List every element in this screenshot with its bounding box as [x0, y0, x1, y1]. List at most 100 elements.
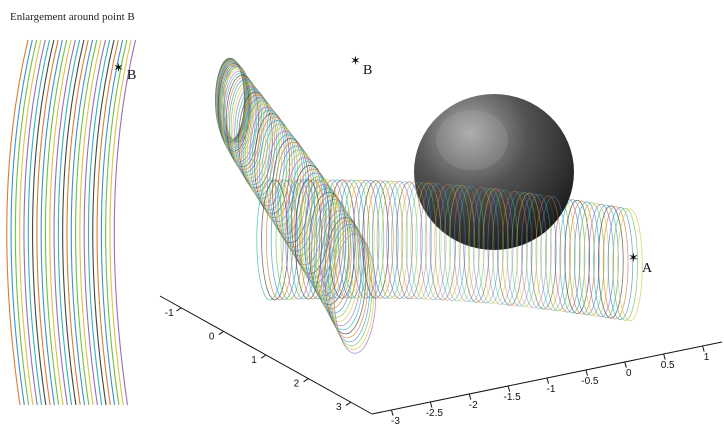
- left-axis-tick-mark: [176, 307, 182, 312]
- tube-ring: [347, 179, 375, 299]
- inset-curve: [44, 39, 68, 406]
- inset-curve: [70, 39, 94, 406]
- axes: -1 0 1 2 3 -3 -2.5 -2 -1.5 -1 -0.5 0 0.5 1: [159, 295, 723, 425]
- inset-curve: [96, 39, 119, 406]
- tube-ring: [496, 190, 523, 306]
- left-axis-tick-label: -1: [165, 308, 174, 319]
- tube-ring: [294, 179, 322, 300]
- tube-ring: [434, 183, 461, 301]
- inset-curve: [53, 39, 76, 406]
- inset-curve: [92, 39, 115, 406]
- left-axis-tick-mark: [303, 378, 309, 383]
- right-axis-ticks: -3 -2.5 -2 -1.5 -1 -0.5 0 0.5 1: [390, 345, 710, 425]
- tube-ring: [535, 195, 562, 311]
- left-axis-tick-mark: [218, 330, 224, 336]
- inset-curve: [87, 39, 111, 406]
- tube-ring: [429, 183, 457, 301]
- tube-ring: [602, 206, 629, 320]
- right-axis-tick-label: -0.5: [581, 376, 599, 387]
- tube-ring: [472, 187, 500, 304]
- right-axis-tick-mark: [468, 393, 472, 400]
- tube-ring: [578, 202, 605, 316]
- right-axis-tick-label: -1: [547, 384, 556, 395]
- tube-ring: [468, 186, 495, 304]
- inset-curve: [75, 39, 98, 406]
- tube-ring: [564, 199, 590, 314]
- left-axis-tick-label: 2: [294, 379, 300, 390]
- tube-ring: [458, 185, 485, 303]
- tube-ring: [256, 179, 284, 301]
- left-axis-tick-label: 1: [251, 355, 257, 366]
- tube-ring: [395, 181, 423, 300]
- inset-curve: [66, 39, 89, 406]
- inset-curve: [27, 39, 51, 406]
- tube-ring: [275, 179, 303, 300]
- right-axis-tick-mark: [585, 369, 588, 376]
- left-axis-tick-label: 0: [209, 331, 215, 342]
- tube-ring: [448, 185, 476, 302]
- inset-curve: [32, 39, 55, 406]
- tube-ring: [265, 179, 294, 301]
- tube-front-surface: [391, 181, 567, 311]
- tube-ring: [216, 60, 247, 147]
- tube-ring: [410, 182, 437, 300]
- inset-curve: [109, 39, 132, 406]
- tube-ring: [338, 179, 366, 299]
- tube-ring: [424, 183, 452, 301]
- tube-ring: [593, 204, 619, 318]
- inset-curve: [23, 39, 46, 406]
- tube-ring: [322, 213, 364, 331]
- tube-ring: [540, 196, 567, 311]
- inset-curve: [83, 39, 106, 406]
- tube-ring: [326, 220, 369, 339]
- point-b-label: B: [363, 63, 372, 78]
- inset-curve: [100, 39, 124, 406]
- tube-ring: [376, 180, 404, 299]
- inset-curve: [49, 39, 72, 406]
- tube-ring: [227, 76, 261, 170]
- right-axis-tick-mark: [624, 361, 627, 368]
- point-a-star-icon: ✶: [628, 250, 639, 265]
- tube-ring: [492, 189, 519, 306]
- point-b-star-icon: ✶: [350, 53, 361, 68]
- inset-curve: [19, 39, 42, 406]
- left-axis-tick-mark: [345, 401, 352, 406]
- tube-surface: [215, 57, 643, 354]
- inset-curve: [36, 39, 59, 406]
- tube-ring: [328, 179, 356, 299]
- tube-ring: [516, 192, 543, 308]
- right-axis-tick-label: 0: [626, 368, 632, 379]
- tube-ring: [333, 179, 361, 299]
- tube-ring: [232, 83, 267, 179]
- tube-ring: [559, 199, 586, 314]
- tube-ring: [318, 179, 346, 299]
- inset-curve: [57, 39, 81, 406]
- tube-ring: [612, 207, 638, 321]
- right-axis-tick-mark: [546, 377, 550, 384]
- tube-ring: [251, 109, 288, 211]
- tube-ring: [288, 160, 327, 270]
- tube-ring: [323, 179, 351, 299]
- tube-ring: [501, 190, 528, 307]
- tube-ring: [234, 86, 269, 182]
- tube-ring: [270, 179, 298, 300]
- tube-ring: [487, 189, 514, 305]
- left-axis-tick-label: 3: [336, 402, 342, 413]
- tube-ring: [261, 123, 299, 227]
- tube-ring: [314, 179, 342, 299]
- tube-ring: [264, 127, 301, 231]
- right-axis-tick-label: 0.5: [661, 360, 675, 371]
- tube-ring: [362, 180, 389, 299]
- tube-ring: [400, 181, 428, 300]
- right-axis-tick-label: -3: [391, 416, 400, 425]
- right-axis-tick-mark: [663, 353, 666, 360]
- tube-ring: [299, 179, 327, 300]
- inset-point-b-star-icon: ✶: [113, 60, 124, 75]
- inset-enlargement: Enlargement around point B B ✶: [6, 11, 136, 406]
- left-axis-ticks: -1 0 1 2 3: [165, 307, 352, 413]
- tube-ring: [386, 180, 413, 299]
- tube-ring: [521, 193, 548, 309]
- right-axis-tick-mark: [702, 345, 705, 352]
- right-axis-tick-label: -2.5: [426, 408, 444, 419]
